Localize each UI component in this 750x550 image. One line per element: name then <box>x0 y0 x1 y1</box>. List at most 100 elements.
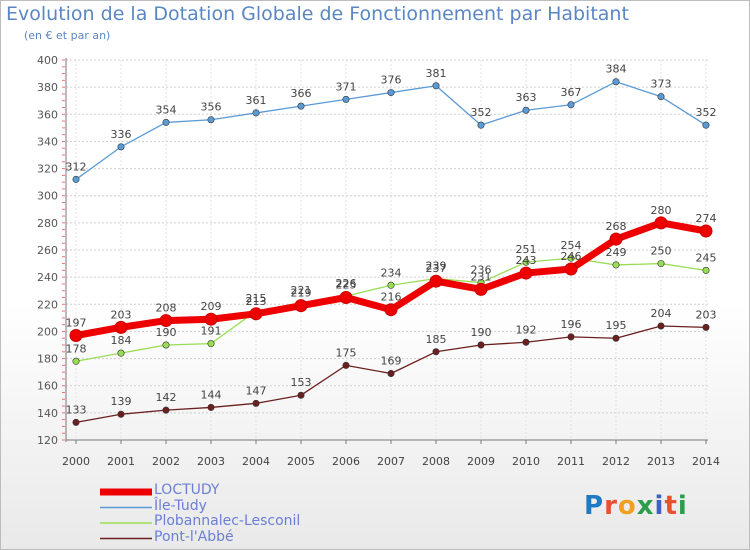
data-label: 373 <box>651 78 672 91</box>
data-point <box>474 282 488 296</box>
data-point <box>567 333 575 341</box>
data-label: 147 <box>246 384 267 397</box>
data-label: 246 <box>561 250 582 263</box>
data-point <box>609 232 623 246</box>
data-label: 312 <box>66 160 87 173</box>
y-tick-label: 220 <box>37 298 58 311</box>
data-label: 133 <box>66 403 87 416</box>
data-label: 367 <box>561 86 582 99</box>
data-label: 209 <box>201 300 222 313</box>
y-tick-label: 200 <box>37 325 58 338</box>
data-point <box>162 406 170 414</box>
x-tick-label: 2013 <box>647 455 675 468</box>
data-label: 363 <box>516 91 537 104</box>
data-label: 268 <box>606 220 627 233</box>
data-point <box>432 82 440 90</box>
data-label: 234 <box>381 266 402 279</box>
data-point <box>612 261 620 269</box>
data-point <box>567 254 575 262</box>
data-label: 352 <box>696 106 717 119</box>
data-label: 225 <box>336 279 357 292</box>
data-label: 249 <box>606 246 627 259</box>
chart-title: Evolution de la Dotation Globale de Fonc… <box>6 3 629 25</box>
data-point <box>294 299 308 313</box>
data-label: 221 <box>291 284 312 297</box>
data-label: 185 <box>426 333 447 346</box>
x-tick-label: 2008 <box>422 455 450 468</box>
data-label: 139 <box>111 395 132 408</box>
data-point <box>612 78 620 86</box>
data-point <box>477 341 485 349</box>
data-point <box>564 262 578 276</box>
data-label: 203 <box>696 308 717 321</box>
data-label: 204 <box>651 307 672 320</box>
data-point <box>612 334 620 342</box>
legend-label: Plobannalec-Lesconil <box>154 513 301 529</box>
x-tick-label: 2004 <box>242 455 270 468</box>
data-label: 356 <box>201 101 222 114</box>
data-label: 175 <box>336 346 357 359</box>
data-point <box>162 118 170 126</box>
data-label: 195 <box>606 319 627 332</box>
data-label: 371 <box>336 80 357 93</box>
x-tick-label: 2006 <box>332 455 360 468</box>
data-label: 191 <box>201 325 222 338</box>
data-point <box>432 348 440 356</box>
y-tick-label: 320 <box>37 163 58 176</box>
data-label: 231 <box>471 270 492 283</box>
data-point <box>249 307 263 321</box>
data-label: 336 <box>111 128 132 141</box>
data-point <box>657 260 665 268</box>
data-label: 153 <box>291 376 312 389</box>
data-point <box>72 357 80 365</box>
proxiti-logo: Proxiti <box>584 491 688 521</box>
data-point <box>429 274 443 288</box>
data-point <box>117 410 125 418</box>
data-point <box>342 95 350 103</box>
data-point <box>72 418 80 426</box>
data-point <box>657 322 665 330</box>
data-point <box>654 216 668 230</box>
data-point <box>702 121 710 129</box>
data-point <box>522 106 530 114</box>
data-point <box>567 101 575 109</box>
data-point <box>162 341 170 349</box>
x-tick-label: 2012 <box>602 455 630 468</box>
x-tick-label: 2011 <box>557 455 585 468</box>
data-point <box>387 89 395 97</box>
data-point <box>657 93 665 101</box>
data-label: 190 <box>471 326 492 339</box>
x-tick-label: 2005 <box>287 455 315 468</box>
y-tick-label: 240 <box>37 271 58 284</box>
y-tick-label: 180 <box>37 353 58 366</box>
data-label: 251 <box>516 243 537 256</box>
data-point <box>252 399 260 407</box>
legend-label: LOCTUDY <box>154 482 220 498</box>
data-label: 192 <box>516 323 537 336</box>
y-tick-label: 260 <box>37 244 58 257</box>
data-label: 169 <box>381 355 402 368</box>
y-tick-label: 300 <box>37 190 58 203</box>
data-point <box>702 323 710 331</box>
x-tick-label: 2009 <box>467 455 495 468</box>
data-point <box>204 312 218 326</box>
x-tick-label: 2002 <box>152 455 180 468</box>
data-label: 203 <box>111 308 132 321</box>
data-label: 376 <box>381 74 402 87</box>
data-label: 215 <box>246 292 267 305</box>
x-tick-label: 2000 <box>62 455 90 468</box>
data-label: 254 <box>561 239 582 252</box>
data-point <box>387 369 395 377</box>
data-label: 274 <box>696 212 717 225</box>
y-tick-label: 160 <box>37 380 58 393</box>
data-point <box>384 303 398 317</box>
data-point <box>207 403 215 411</box>
data-label: 142 <box>156 391 177 404</box>
x-tick-label: 2010 <box>512 455 540 468</box>
y-tick-label: 360 <box>37 108 58 121</box>
data-point <box>702 266 710 274</box>
data-point <box>339 291 353 304</box>
x-tick-label: 2007 <box>377 455 405 468</box>
legend-label: Île-Tudy <box>154 497 207 514</box>
